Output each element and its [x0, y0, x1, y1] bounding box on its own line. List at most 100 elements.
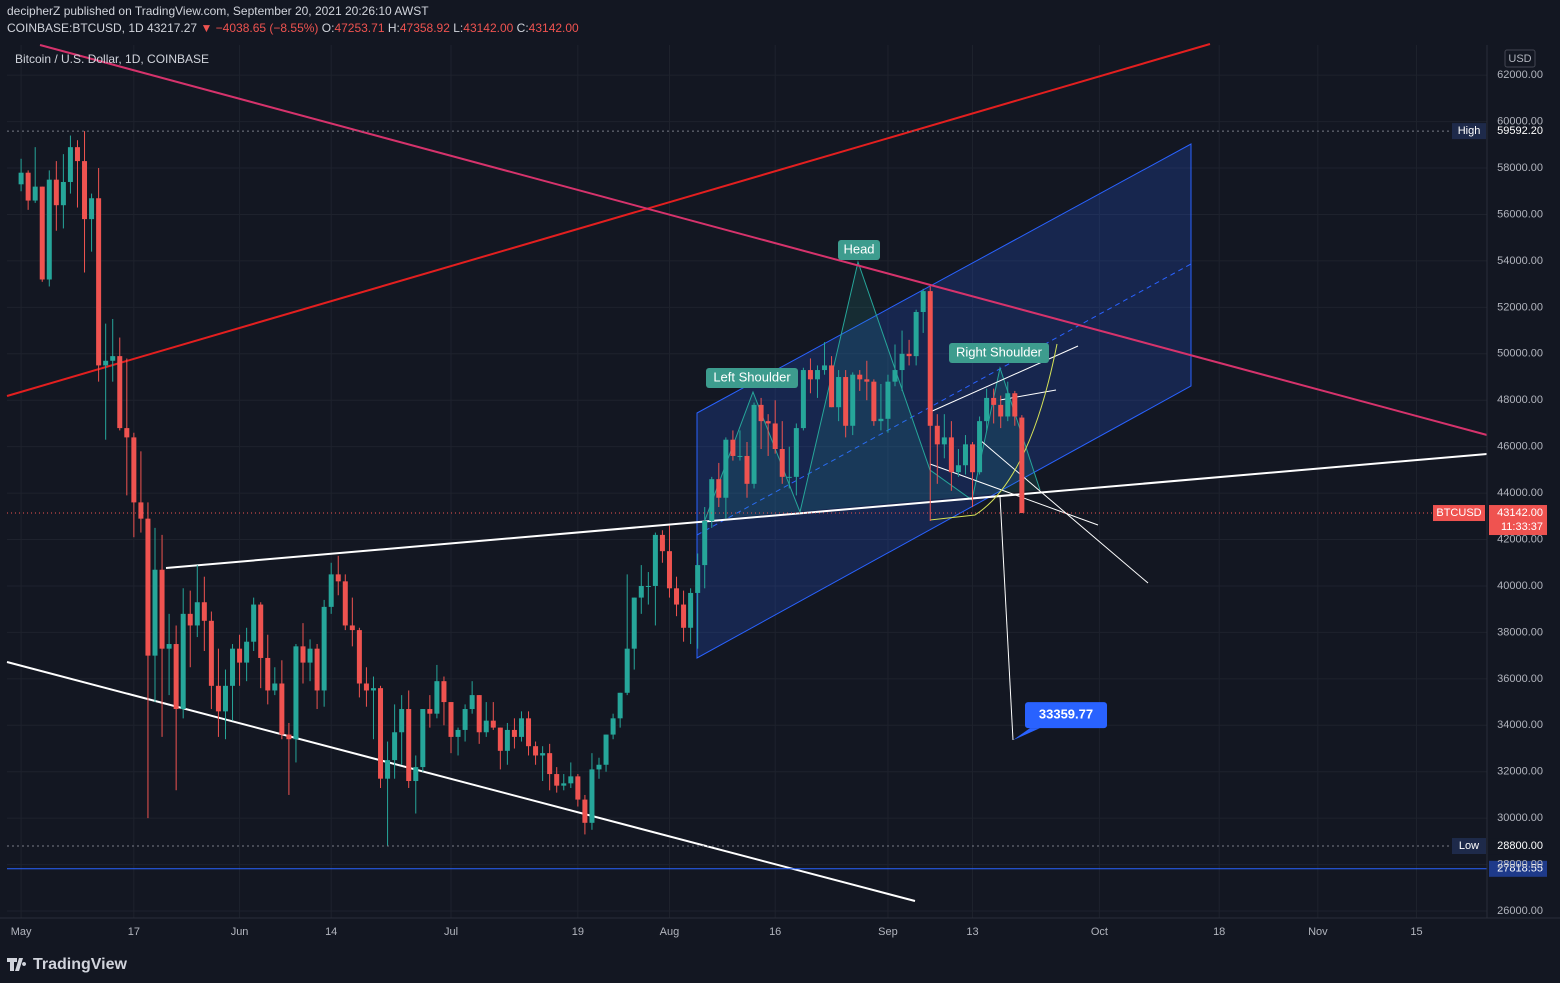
candle-body [892, 370, 898, 382]
x-tick-label: Oct [1091, 926, 1108, 938]
y-tick-label: 36000.00 [1497, 673, 1543, 685]
ohlc-value: 47358.92 [400, 21, 450, 35]
channel-mid [696, 263, 1192, 536]
chart-title: Bitcoin / U.S. Dollar, 1D, COINBASE [15, 52, 209, 66]
candle-body [237, 648, 243, 663]
candle-body [526, 718, 532, 747]
candle-body [173, 644, 179, 710]
candle-body [286, 734, 292, 740]
candle-body [772, 423, 778, 449]
neckline [165, 453, 1488, 569]
candle-body [991, 397, 997, 405]
level-name: Low [1459, 840, 1479, 852]
candle-body [293, 646, 299, 740]
candle-body [265, 657, 271, 691]
y-tick-label: 48000.00 [1497, 394, 1543, 406]
y-tick-label: 62000.00 [1497, 69, 1543, 81]
ohlc-value: 47253.71 [334, 21, 384, 35]
projection [999, 495, 1014, 741]
candle-body [279, 683, 285, 735]
candle-body [441, 681, 447, 703]
y-tick-label: 44000.00 [1497, 487, 1543, 499]
y-tick-label: 40000.00 [1497, 580, 1543, 592]
y-tick-label: 30000.00 [1497, 812, 1543, 824]
candle-body [582, 799, 588, 823]
target-label: 33359.77 [1039, 707, 1093, 722]
change: ▼ −4038.65 (−8.55%) [200, 21, 318, 35]
last-price: 43217.27 [147, 21, 197, 35]
candle-body [504, 729, 510, 751]
candle-body [476, 695, 482, 733]
candle-body [730, 439, 736, 456]
candle-body [194, 602, 200, 626]
candle-body [695, 565, 701, 593]
x-tick-label: 17 [128, 926, 140, 938]
candle-body [328, 574, 334, 607]
candle-body [159, 569, 165, 649]
candle-body [497, 727, 503, 751]
candle-body [934, 425, 940, 445]
y-tick-label: 54000.00 [1497, 255, 1543, 267]
candle-body [244, 641, 250, 663]
x-tick-label: Aug [660, 926, 680, 938]
candle-body [420, 709, 426, 768]
candle-body [941, 437, 947, 445]
candle-body [392, 732, 398, 761]
candle-body [575, 776, 581, 800]
candle-body [998, 404, 1004, 417]
candle-body [335, 574, 341, 582]
last-value: 43142.00 [1497, 507, 1543, 519]
candle-body [145, 518, 151, 656]
trendline [39, 44, 1488, 436]
candle-body [568, 776, 574, 784]
trendline [6, 43, 1211, 397]
y-tick-label: 60000.00 [1497, 116, 1543, 128]
candle-body [793, 428, 799, 477]
y-tick-label: 58000.00 [1497, 162, 1543, 174]
pattern-label-box [949, 343, 1049, 363]
candle-body [370, 688, 376, 691]
logo [7, 958, 27, 971]
candle-body [152, 569, 158, 656]
candle-body [885, 381, 891, 419]
y-tick-label: 34000.00 [1497, 719, 1543, 731]
candle-body [1012, 393, 1018, 417]
candle-body [864, 379, 870, 382]
candle-body [363, 683, 369, 691]
y-tick-label: 52000.00 [1497, 301, 1543, 313]
candle-body [758, 404, 764, 422]
brand: TradingView [33, 956, 128, 973]
candle-body [948, 437, 954, 473]
candle-body [378, 688, 384, 779]
x-tick-label: 14 [325, 926, 337, 938]
candle-body [222, 685, 228, 712]
candle-body [251, 604, 257, 642]
y-tick-label: 46000.00 [1497, 441, 1543, 453]
candle-body [208, 620, 214, 686]
candle-body [1019, 417, 1025, 514]
candle-body [610, 718, 616, 735]
candle-body [955, 465, 961, 473]
countdown: 11:33:37 [1501, 521, 1543, 533]
pattern-label: Right Shoulder [956, 344, 1043, 359]
candle-body [413, 767, 419, 782]
x-tick-label: Jul [444, 926, 458, 938]
currency-box [1504, 49, 1536, 68]
pattern-label: Left Shoulder [713, 369, 791, 384]
candle-body [180, 613, 186, 710]
grid [7, 45, 1487, 918]
candle-body [385, 760, 391, 779]
candle-body [117, 356, 123, 429]
x-tick-label: 18 [1213, 926, 1225, 938]
x-tick-label: 16 [769, 926, 781, 938]
level-value: 59592.20 [1497, 125, 1543, 137]
ohlc-label: O: [322, 21, 335, 35]
candle-body [871, 381, 877, 422]
level-name-tag [1452, 123, 1486, 140]
candles [18, 131, 1025, 847]
candle-body [666, 551, 672, 589]
candle-body [652, 534, 658, 586]
candle-body [984, 397, 990, 422]
candle-body [511, 729, 517, 737]
candle-body [67, 147, 73, 182]
